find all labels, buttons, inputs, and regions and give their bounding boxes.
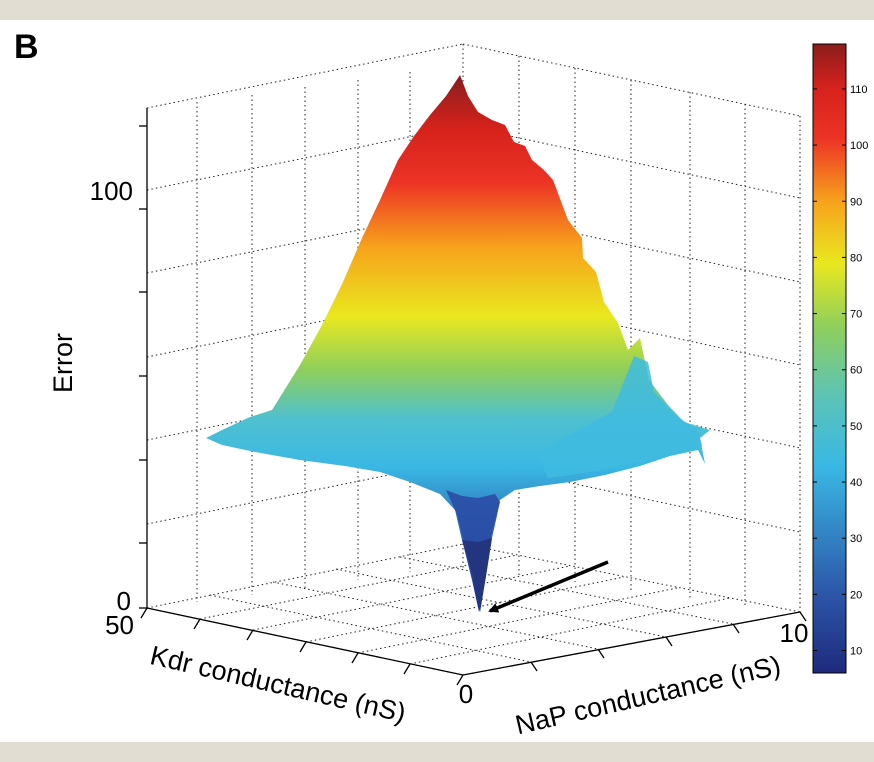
surface-right-ridge [538, 356, 702, 478]
y-tick-10: 10 [780, 618, 809, 648]
colorbar-fill [812, 43, 847, 674]
y-axis-label: NaP conductance (nS) [512, 650, 783, 740]
x-tick-0: 0 [459, 679, 473, 709]
colorbar-tick-label: 40 [850, 477, 862, 489]
z-axis-ticks [139, 125, 147, 609]
colorbar-tick-label: 70 [850, 309, 862, 321]
z-axis-label: Error [48, 333, 78, 393]
surface-main [206, 75, 710, 612]
z-tick-0: 0 [117, 586, 131, 616]
colorbar-tick-label: 60 [850, 365, 862, 377]
colorbar-tick-label: 10 [850, 646, 862, 658]
colorbar-tick-label: 100 [850, 140, 868, 152]
colorbar: 10 20 30 40 50 60 70 80 90 100 110 [812, 43, 868, 674]
surface-well-deep [462, 538, 492, 612]
colorbar-ticks: 10 20 30 40 50 60 70 80 90 100 110 [813, 84, 868, 658]
z-tick-100: 100 [90, 176, 133, 206]
x-axis-ticks [140, 607, 464, 686]
colorbar-tick-label: 20 [850, 589, 862, 601]
figure-panel: B [0, 20, 874, 742]
colorbar-tick-label: 110 [850, 84, 868, 96]
colorbar-tick-label: 50 [850, 421, 862, 433]
colorbar-tick-label: 80 [850, 252, 862, 264]
x-axis-label: Kdr conductance (nS) [147, 640, 408, 728]
y-axis-line [462, 611, 801, 676]
surface-plot: 100 0 50 0 10 Error Kdr conductance (nS)… [48, 43, 868, 740]
colorbar-tick-label: 90 [850, 196, 862, 208]
error-surface [206, 75, 710, 612]
panel-label: B [14, 28, 39, 66]
colorbar-tick-label: 30 [850, 533, 862, 545]
x-tick-50: 50 [105, 610, 134, 640]
minimum-arrow [488, 560, 609, 613]
y-axis-ticks [530, 611, 807, 672]
